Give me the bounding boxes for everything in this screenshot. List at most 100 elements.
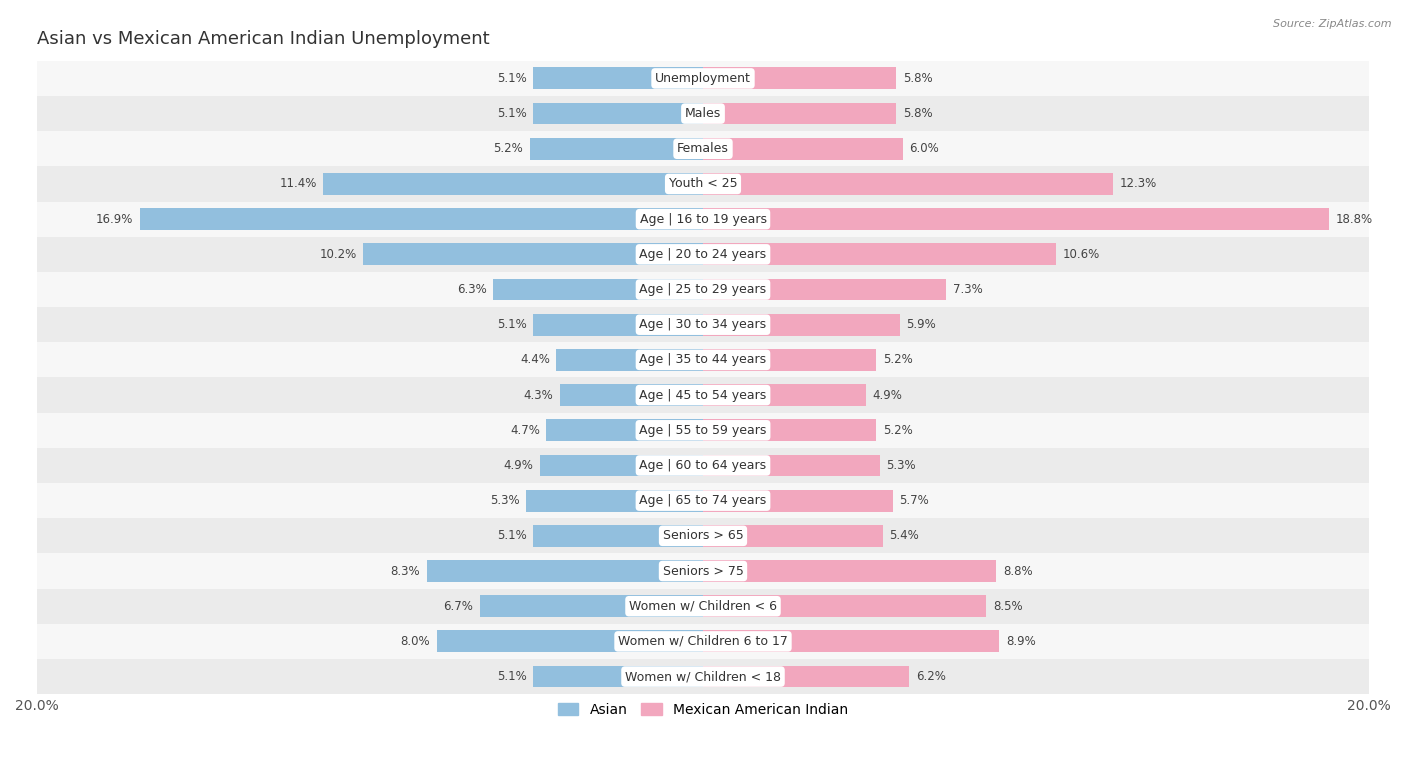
Text: Females: Females	[678, 142, 728, 155]
Bar	[560, 384, 703, 406]
Text: 5.1%: 5.1%	[496, 529, 526, 542]
Bar	[37, 483, 1369, 519]
Bar	[703, 525, 883, 547]
Text: 5.3%: 5.3%	[886, 459, 915, 472]
Text: Age | 45 to 54 years: Age | 45 to 54 years	[640, 388, 766, 401]
Text: Women w/ Children 6 to 17: Women w/ Children 6 to 17	[619, 635, 787, 648]
Bar	[37, 237, 1369, 272]
Text: 10.6%: 10.6%	[1063, 248, 1099, 261]
Text: Age | 60 to 64 years: Age | 60 to 64 years	[640, 459, 766, 472]
Bar	[363, 244, 703, 265]
Legend: Asian, Mexican American Indian: Asian, Mexican American Indian	[553, 697, 853, 722]
Text: 16.9%: 16.9%	[96, 213, 134, 226]
Text: 4.9%: 4.9%	[503, 459, 533, 472]
Text: 4.4%: 4.4%	[520, 354, 550, 366]
Bar	[703, 454, 880, 476]
Bar	[703, 560, 995, 582]
Bar	[703, 173, 1112, 195]
Text: Age | 55 to 59 years: Age | 55 to 59 years	[640, 424, 766, 437]
Bar	[37, 342, 1369, 378]
Bar	[37, 519, 1369, 553]
Text: 5.1%: 5.1%	[496, 318, 526, 332]
Bar	[533, 525, 703, 547]
Bar	[533, 665, 703, 687]
Bar	[703, 244, 1056, 265]
Text: Asian vs Mexican American Indian Unemployment: Asian vs Mexican American Indian Unemplo…	[37, 30, 489, 48]
Bar	[703, 279, 946, 301]
Bar	[703, 349, 876, 371]
Text: 6.0%: 6.0%	[910, 142, 939, 155]
Bar	[540, 454, 703, 476]
Bar	[37, 659, 1369, 694]
Text: Age | 35 to 44 years: Age | 35 to 44 years	[640, 354, 766, 366]
Text: Age | 30 to 34 years: Age | 30 to 34 years	[640, 318, 766, 332]
Bar	[530, 138, 703, 160]
Bar	[37, 201, 1369, 237]
Bar	[37, 96, 1369, 131]
Text: 18.8%: 18.8%	[1336, 213, 1372, 226]
Text: 8.0%: 8.0%	[401, 635, 430, 648]
Text: Age | 65 to 74 years: Age | 65 to 74 years	[640, 494, 766, 507]
Text: 5.8%: 5.8%	[903, 107, 932, 120]
Text: Youth < 25: Youth < 25	[669, 177, 737, 191]
Bar	[703, 103, 896, 124]
Bar	[494, 279, 703, 301]
Bar	[703, 631, 1000, 653]
Text: 5.1%: 5.1%	[496, 107, 526, 120]
Bar	[37, 307, 1369, 342]
Text: 5.1%: 5.1%	[496, 72, 526, 85]
Bar	[547, 419, 703, 441]
Bar	[37, 61, 1369, 96]
Text: 6.2%: 6.2%	[917, 670, 946, 683]
Text: 5.7%: 5.7%	[900, 494, 929, 507]
Text: 8.3%: 8.3%	[391, 565, 420, 578]
Text: 5.2%: 5.2%	[494, 142, 523, 155]
Bar	[323, 173, 703, 195]
Bar	[526, 490, 703, 512]
Bar	[703, 665, 910, 687]
Text: 10.2%: 10.2%	[319, 248, 357, 261]
Bar	[533, 314, 703, 335]
Bar	[37, 131, 1369, 167]
Text: 6.7%: 6.7%	[443, 600, 474, 612]
Bar	[37, 624, 1369, 659]
Bar	[37, 448, 1369, 483]
Text: 7.3%: 7.3%	[953, 283, 983, 296]
Bar	[533, 67, 703, 89]
Text: Males: Males	[685, 107, 721, 120]
Text: 12.3%: 12.3%	[1119, 177, 1157, 191]
Text: 5.2%: 5.2%	[883, 424, 912, 437]
Text: Women w/ Children < 18: Women w/ Children < 18	[626, 670, 780, 683]
Bar	[37, 167, 1369, 201]
Bar	[533, 103, 703, 124]
Text: Age | 16 to 19 years: Age | 16 to 19 years	[640, 213, 766, 226]
Bar	[37, 413, 1369, 448]
Bar	[703, 490, 893, 512]
Text: 4.7%: 4.7%	[510, 424, 540, 437]
Text: 5.9%: 5.9%	[907, 318, 936, 332]
Text: 4.9%: 4.9%	[873, 388, 903, 401]
Text: 5.4%: 5.4%	[890, 529, 920, 542]
Bar	[703, 67, 896, 89]
Text: 5.2%: 5.2%	[883, 354, 912, 366]
Bar	[479, 595, 703, 617]
Text: Age | 25 to 29 years: Age | 25 to 29 years	[640, 283, 766, 296]
Bar	[141, 208, 703, 230]
Text: 8.5%: 8.5%	[993, 600, 1022, 612]
Bar	[703, 595, 986, 617]
Text: 8.9%: 8.9%	[1007, 635, 1036, 648]
Text: 6.3%: 6.3%	[457, 283, 486, 296]
Bar	[703, 384, 866, 406]
Bar	[557, 349, 703, 371]
Text: 11.4%: 11.4%	[280, 177, 316, 191]
Text: 5.1%: 5.1%	[496, 670, 526, 683]
Text: Unemployment: Unemployment	[655, 72, 751, 85]
Bar	[703, 208, 1329, 230]
Text: Age | 20 to 24 years: Age | 20 to 24 years	[640, 248, 766, 261]
Bar	[37, 553, 1369, 589]
Text: 4.3%: 4.3%	[523, 388, 553, 401]
Bar	[37, 589, 1369, 624]
Bar	[703, 314, 900, 335]
Text: Seniors > 65: Seniors > 65	[662, 529, 744, 542]
Text: Women w/ Children < 6: Women w/ Children < 6	[628, 600, 778, 612]
